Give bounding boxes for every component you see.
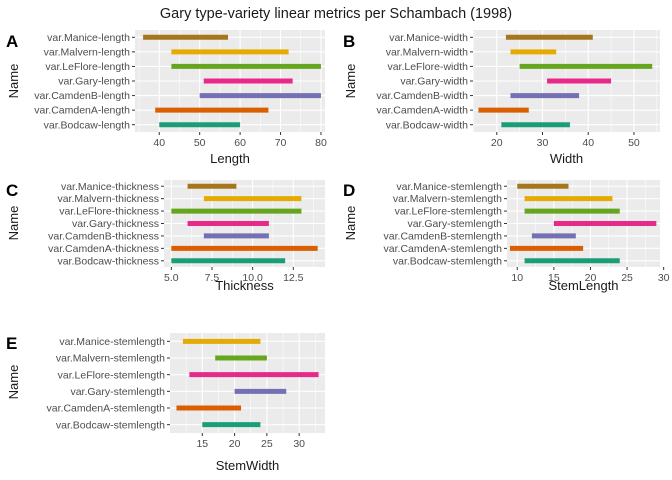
y-tick-label: var.Manice-stemlength xyxy=(396,181,502,193)
x-axis-title: StemWidth xyxy=(216,458,280,473)
x-tick-label: 20 xyxy=(491,137,503,149)
y-tick-label: var.Manice-width xyxy=(389,32,468,44)
x-tick-label: 50 xyxy=(194,137,206,149)
panel-C: Cvar.Bodcaw-thicknessvar.CamdenA-thickne… xyxy=(6,180,325,293)
y-tick-label: var.LeFlore-stemlength xyxy=(58,369,166,381)
y-tick-label: var.Gary-stemlength xyxy=(407,218,502,230)
x-tick-label: 30 xyxy=(293,438,305,450)
x-tick-label: 7.5 xyxy=(205,272,220,284)
x-tick-label: 20 xyxy=(229,438,241,450)
x-axis-title: Length xyxy=(210,151,250,166)
x-tick-label: 70 xyxy=(275,137,287,149)
x-tick-label: 40 xyxy=(153,137,165,149)
panel-label: C xyxy=(6,181,18,200)
y-tick-label: var.LeFlore-length xyxy=(45,61,130,73)
panel-label: B xyxy=(343,32,355,51)
y-tick-label: var.LeFlore-thickness xyxy=(59,206,159,218)
x-tick-label: 30 xyxy=(658,272,670,284)
panel-label: A xyxy=(6,32,18,51)
y-tick-label: var.CamdenA-length xyxy=(34,105,130,117)
x-tick-label: 20 xyxy=(585,272,597,284)
y-tick-label: var.CamdenB-width xyxy=(376,90,468,102)
x-tick-label: 12.5 xyxy=(283,272,304,284)
y-tick-label: var.Manice-thickness xyxy=(61,181,159,193)
x-tick-label: 30 xyxy=(537,137,549,149)
y-tick-label: var.Gary-stemlength xyxy=(70,386,165,398)
x-tick-label: 80 xyxy=(315,137,327,149)
y-tick-label: var.Bodcaw-length xyxy=(44,119,131,131)
y-tick-label: var.Bodcaw-thickness xyxy=(57,255,159,267)
x-tick-label: 25 xyxy=(621,272,633,284)
y-tick-label: var.Malvern-width xyxy=(386,46,468,58)
y-tick-label: var.Bodcaw-stemlength xyxy=(56,419,165,431)
y-tick-label: var.Malvern-stemlength xyxy=(393,193,502,205)
x-axis-title: Width xyxy=(550,151,583,166)
x-tick-label: 50 xyxy=(628,137,640,149)
y-tick-label: var.Malvern-stemlength xyxy=(56,353,165,365)
x-tick-label: 10.0 xyxy=(242,272,263,284)
x-tick-label: 40 xyxy=(582,137,594,149)
y-tick-label: var.Manice-length xyxy=(47,32,130,44)
y-tick-label: var.Gary-width xyxy=(400,76,468,88)
y-axis-title: Name xyxy=(343,206,358,241)
y-tick-label: var.CamdenA-width xyxy=(376,105,468,117)
plot-background xyxy=(170,333,325,433)
x-tick-label: 15 xyxy=(196,438,208,450)
y-tick-label: var.CamdenB-stemlength xyxy=(384,231,503,243)
y-tick-label: var.Malvern-thickness xyxy=(57,193,159,205)
chart-title: Gary type-variety linear metrics per Sch… xyxy=(160,6,512,22)
y-axis-title: Name xyxy=(6,365,21,400)
y-tick-label: var.Malvern-length xyxy=(44,46,131,58)
x-tick-label: 60 xyxy=(234,137,246,149)
y-tick-label: var.Manice-stemlength xyxy=(59,336,165,348)
y-axis-title: Name xyxy=(6,206,21,241)
x-axis-title: Thickness xyxy=(215,278,274,293)
panel-D: Dvar.Bodcaw-stemlengthvar.CamdenA-stemle… xyxy=(343,180,670,293)
y-tick-label: var.LeFlore-stemlength xyxy=(395,206,503,218)
x-axis-title: StemLength xyxy=(548,278,618,293)
y-tick-label: var.CamdenB-length xyxy=(34,90,130,102)
x-tick-label: 5.0 xyxy=(164,272,179,284)
y-tick-label: var.Gary-thickness xyxy=(72,218,159,230)
y-tick-label: var.CamdenA-thickness xyxy=(48,243,159,255)
panel-label: E xyxy=(6,334,17,353)
x-tick-label: 15 xyxy=(548,272,560,284)
y-tick-label: var.CamdenA-stemlength xyxy=(384,243,503,255)
y-tick-label: var.CamdenA-stemlength xyxy=(47,403,166,415)
y-tick-label: var.Bodcaw-stemlength xyxy=(393,255,502,267)
x-tick-label: 25 xyxy=(261,438,273,450)
x-tick-label: 10 xyxy=(511,272,523,284)
y-tick-label: var.CamdenB-thickness xyxy=(48,231,159,243)
y-tick-label: var.Gary-length xyxy=(58,76,130,88)
y-axis-title: Name xyxy=(343,64,358,99)
y-tick-label: var.LeFlore-width xyxy=(387,61,468,73)
y-tick-label: var.Bodcaw-width xyxy=(386,119,468,131)
panel-label: D xyxy=(343,181,355,200)
y-axis-title: Name xyxy=(6,64,21,99)
